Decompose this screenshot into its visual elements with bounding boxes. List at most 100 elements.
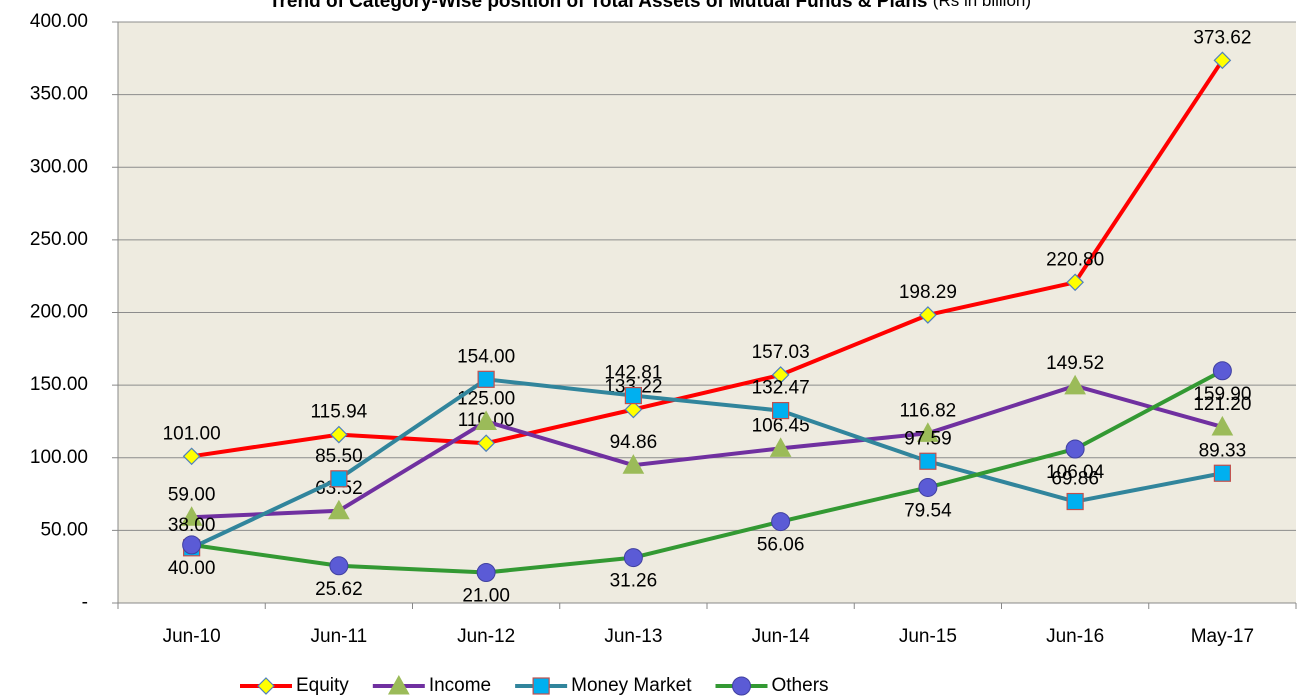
y-tick-label: 250.00 (30, 229, 88, 250)
marker (771, 512, 791, 532)
series-line (191, 59, 1225, 459)
series-line (191, 368, 1224, 575)
data-label: 159.90 (1193, 384, 1251, 405)
x-tick-label: Jun-11 (311, 626, 368, 647)
marker (772, 401, 790, 420)
y-tick-label: 150.00 (30, 374, 88, 395)
marker (919, 306, 937, 324)
marker (1064, 374, 1086, 395)
series-1: 59.00 63.52125.0094.86106.45116.82149.521… (168, 353, 1251, 526)
legend-item: Equity (240, 675, 349, 696)
x-tick-label: May-17 (1191, 626, 1254, 647)
marker (1213, 464, 1231, 482)
legend-label: Equity (296, 675, 349, 696)
marker (918, 477, 938, 497)
marker (477, 434, 495, 453)
legend-label: Money Market (571, 675, 692, 696)
y-tick-label: 50.00 (40, 519, 88, 540)
marker (624, 386, 642, 405)
y-tick-label: 100.00 (30, 447, 88, 468)
data-label: 69.86 (1051, 469, 1099, 490)
x-tick-label: Jun-13 (604, 626, 662, 647)
x-tick-label: Jun-15 (899, 626, 957, 647)
data-label: 31.26 (610, 571, 658, 592)
marker (329, 556, 349, 576)
chart-subtitle: (Rs in billion) (933, 0, 1031, 10)
legend-label: Others (772, 675, 829, 696)
marker (387, 674, 410, 695)
data-label: 40.00 (168, 558, 216, 579)
series-0: 101.00115.94110.00133.22157.03198.29220.… (163, 27, 1251, 466)
series-line (191, 383, 1223, 520)
data-label: 373.62 (1193, 27, 1251, 48)
data-label: 85.50 (315, 446, 363, 467)
data-label: 38.00 (168, 515, 216, 536)
marker (330, 425, 348, 444)
legend-item: Income (372, 674, 491, 696)
marker (771, 366, 790, 384)
data-label: 125.00 (457, 388, 515, 409)
data-label: 121.20 (1193, 394, 1251, 415)
data-label: 89.33 (1199, 440, 1247, 461)
x-tick-label: Jun-16 (1046, 626, 1104, 647)
series-3: 40.00 25.62 21.00 31.26 56.06 79.54 106.04 159.… (168, 361, 1251, 607)
data-label: 142.81 (604, 363, 662, 384)
data-label: 79.54 (904, 500, 952, 521)
y-tick-label: 200.00 (30, 302, 88, 323)
marker (328, 499, 350, 520)
data-label: 106.45 (752, 415, 810, 436)
marker (919, 452, 937, 470)
legend-item: Others (715, 675, 829, 696)
y-tick-label: 400.00 (30, 11, 88, 32)
x-tick-label: Jun-10 (163, 626, 221, 647)
marker (182, 447, 201, 466)
marker (732, 676, 751, 696)
data-label: 154.00 (457, 346, 515, 367)
marker (1213, 51, 1232, 70)
data-label: 94.86 (610, 432, 658, 453)
series-line (190, 377, 1223, 550)
y-tick-label: 300.00 (30, 156, 88, 177)
data-label: 115.94 (311, 402, 368, 423)
legend-item: Money Market (515, 675, 692, 696)
marker (532, 677, 550, 695)
marker (182, 535, 202, 555)
marker (622, 454, 645, 474)
y-tick-label: - (82, 592, 88, 613)
marker (477, 370, 495, 388)
marker (476, 562, 496, 582)
marker (257, 677, 275, 695)
marker (917, 422, 939, 442)
x-tick-label: Jun-12 (457, 626, 515, 647)
legend-label: Income (429, 675, 491, 696)
data-label: 101.00 (163, 423, 221, 444)
marker (180, 506, 203, 526)
x-tick-label: Jun-14 (752, 626, 811, 647)
marker (624, 400, 643, 419)
data-label: 59.00 (168, 484, 216, 505)
chart-title: Trend of Category-Wise position of Total… (269, 0, 928, 12)
data-label: 106.04 (1046, 462, 1105, 483)
marker (1211, 415, 1234, 436)
marker (1066, 492, 1084, 511)
series-2: 38.00 85.50 154.00 142.81 132.47 97.59 69.86 89… (168, 346, 1247, 557)
data-label: 97.59 (904, 428, 952, 449)
data-label: 25.62 (315, 579, 363, 600)
marker (330, 470, 348, 488)
data-label: 132.47 (752, 378, 810, 399)
chart-title-group: Trend of Category-Wise position of Total… (269, 0, 1031, 12)
data-label: 116.82 (900, 400, 957, 421)
data-label: 157.03 (752, 342, 810, 363)
data-label: 56.06 (757, 535, 805, 556)
marker (623, 548, 643, 568)
marker (769, 437, 792, 457)
y-tick-label: 350.00 (30, 84, 88, 105)
marker (1065, 439, 1085, 459)
data-label: 149.52 (1046, 353, 1104, 374)
data-label: 220.80 (1046, 249, 1104, 270)
marker (1212, 361, 1232, 381)
marker (1066, 273, 1084, 292)
data-label: 198.29 (899, 282, 957, 303)
